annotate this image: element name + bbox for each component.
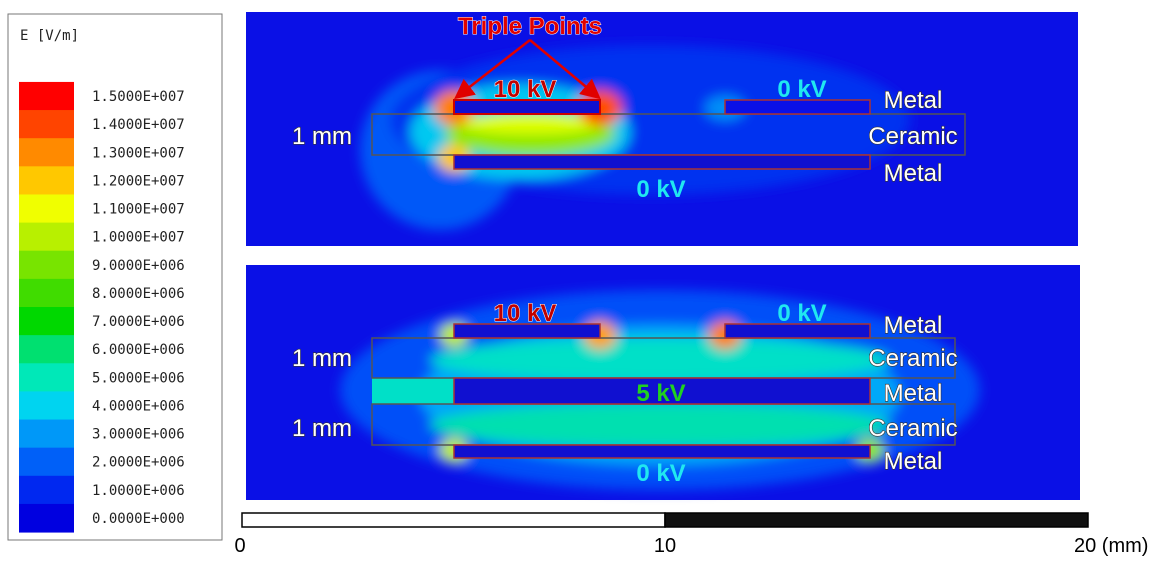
voltage-label: 0 kV bbox=[777, 300, 826, 327]
legend-swatch bbox=[19, 335, 74, 364]
thickness-label: 1 mm bbox=[292, 123, 352, 150]
legend-label: 4.0000E+006 bbox=[92, 398, 185, 414]
legend-label: 8.0000E+006 bbox=[92, 286, 185, 302]
voltage-label: 10 kV bbox=[494, 300, 557, 327]
legend-swatch bbox=[19, 278, 74, 308]
legend-swatch bbox=[19, 447, 74, 477]
thickness-label: 1 mm bbox=[292, 345, 352, 372]
legend-swatch bbox=[19, 475, 74, 505]
legend-swatch bbox=[19, 110, 74, 139]
legend-swatch bbox=[19, 307, 74, 336]
legend-swatch bbox=[19, 222, 74, 252]
legend-swatch bbox=[19, 363, 74, 392]
legend-swatch bbox=[19, 194, 74, 224]
legend-swatch bbox=[19, 250, 74, 280]
legend-label: 5.0000E+006 bbox=[92, 370, 185, 386]
material-label: Ceramic bbox=[868, 345, 957, 372]
legend-swatch bbox=[19, 138, 74, 167]
legend-swatch bbox=[19, 419, 74, 449]
panel-2: 10 kV 0 kV Metal 1 mm Ceramic 5 kV Metal… bbox=[246, 265, 1080, 500]
material-label: Ceramic bbox=[868, 415, 957, 442]
legend-label: 7.0000E+006 bbox=[92, 314, 185, 330]
material-label: Metal bbox=[884, 448, 943, 475]
legend-swatch bbox=[19, 391, 74, 421]
legend-label: 2.0000E+006 bbox=[92, 455, 185, 471]
material-label: Metal bbox=[884, 87, 943, 114]
legend-label: 1.2000E+007 bbox=[92, 173, 185, 189]
voltage-label: 5 kV bbox=[636, 380, 685, 407]
voltage-label: 0 kV bbox=[636, 176, 685, 203]
voltage-label: 0 kV bbox=[777, 76, 826, 103]
legend-label: 3.0000E+006 bbox=[92, 427, 185, 443]
legend-label: 1.3000E+007 bbox=[92, 145, 185, 161]
legend-swatch bbox=[19, 503, 74, 533]
legend-label: 6.0000E+006 bbox=[92, 342, 185, 358]
panel-1: Triple Points 10 kV 0 kV Metal Ceramic M… bbox=[246, 12, 1078, 246]
voltage-label: 0 kV bbox=[636, 460, 685, 487]
material-label: Metal bbox=[884, 160, 943, 187]
annotation: Triple Points bbox=[458, 13, 602, 40]
legend-swatch bbox=[19, 81, 74, 111]
legend: 1.5000E+007 1.4000E+007 1.3000E+007 1.2000E… bbox=[19, 81, 185, 533]
legend-swatch bbox=[19, 166, 74, 195]
legend-label: 1.0000E+006 bbox=[92, 483, 185, 499]
legend-label: 1.1000E+007 bbox=[92, 202, 185, 218]
scale-label: 0 bbox=[234, 535, 245, 557]
scale-label: 20 (mm) bbox=[1074, 535, 1148, 557]
legend-title: E [V/m] bbox=[20, 28, 79, 44]
material-label: Metal bbox=[884, 312, 943, 339]
legend-label: 1.5000E+007 bbox=[92, 89, 185, 105]
scale-bar: 0 10 20 (mm) bbox=[234, 512, 1148, 557]
legend-label: 0.0000E+000 bbox=[92, 511, 185, 527]
material-label: Metal bbox=[884, 380, 943, 407]
legend-label: 9.0000E+006 bbox=[92, 258, 185, 274]
thickness-label: 1 mm bbox=[292, 415, 352, 442]
legend-label: 1.0000E+007 bbox=[92, 230, 185, 246]
scale-label: 10 bbox=[654, 535, 676, 557]
legend-label: 1.4000E+007 bbox=[92, 117, 185, 133]
material-label: Ceramic bbox=[868, 123, 957, 150]
voltage-label: 10 kV bbox=[494, 76, 557, 103]
